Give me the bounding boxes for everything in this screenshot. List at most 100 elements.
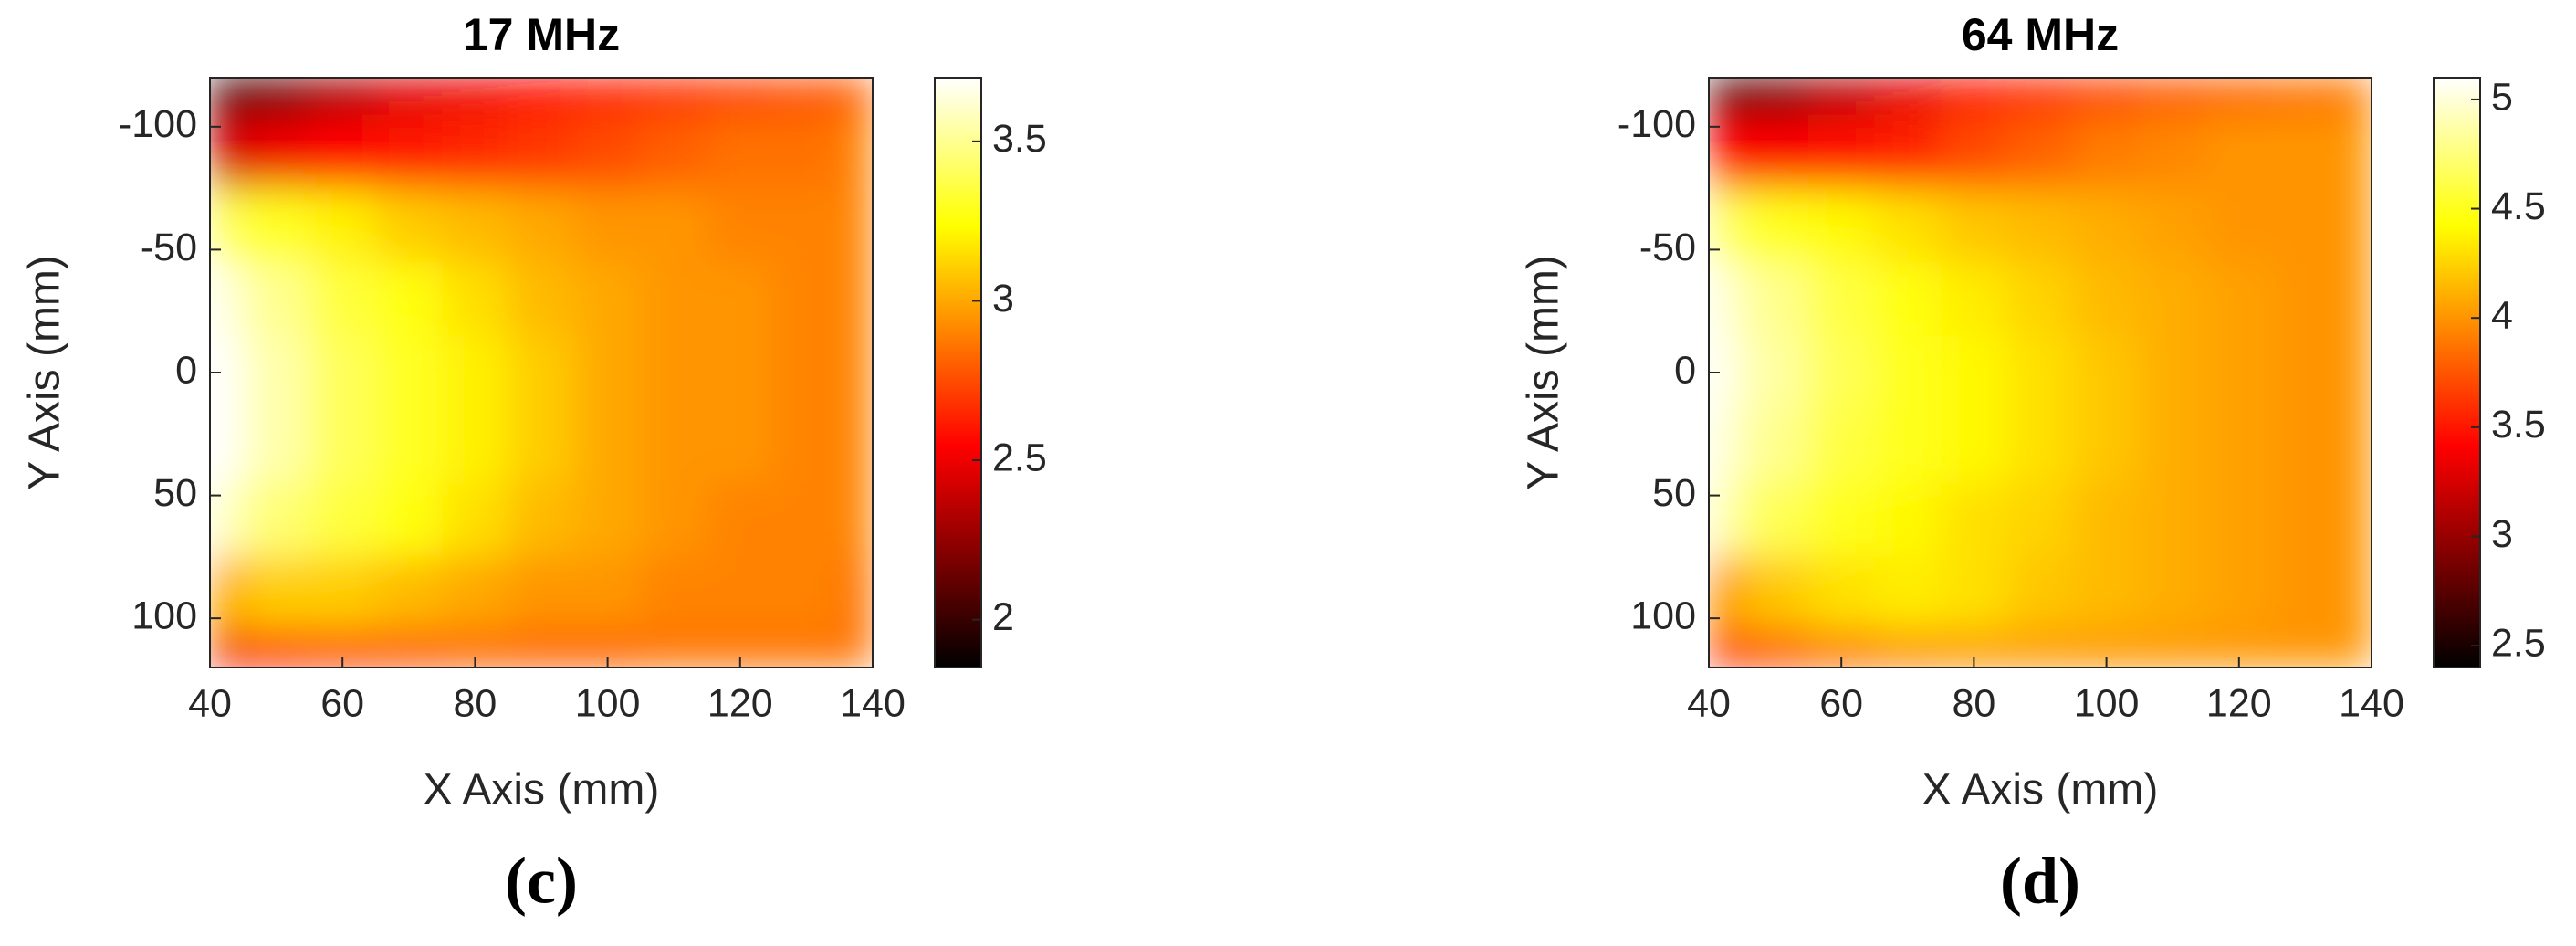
- heatmap-cell: [707, 261, 774, 337]
- y-tick-label: 100: [1630, 594, 1696, 638]
- heatmap-cell: [640, 335, 707, 410]
- heatmap-cell: [2338, 556, 2372, 632]
- heatmap-cell: [243, 114, 310, 189]
- heatmap-cell: [2272, 261, 2340, 337]
- heatmap-cell: [309, 78, 376, 115]
- heatmap-cell: [1742, 114, 1809, 189]
- heatmap-cell: [508, 483, 575, 558]
- heatmap: [1709, 78, 2372, 668]
- heatmap-cell: [1874, 188, 1942, 263]
- heatmap-cell: [2338, 261, 2372, 337]
- x-tick-label: 120: [707, 681, 773, 725]
- heatmap-cell: [1941, 78, 2008, 115]
- heatmap-cell: [574, 556, 642, 632]
- heatmap-cell: [2006, 114, 2074, 189]
- heatmap-cell: [839, 78, 874, 115]
- heatmap-cell: [2139, 261, 2206, 337]
- heatmap-cell: [640, 78, 707, 115]
- heatmap-cell: [839, 188, 874, 263]
- heatmap-cell: [375, 483, 443, 558]
- heatmap-cell: [2272, 409, 2340, 484]
- heatmap-cell: [1742, 630, 1809, 668]
- heatmap-cell: [375, 630, 443, 668]
- heatmap-cell: [2338, 78, 2372, 115]
- heatmap-cell: [2205, 556, 2273, 632]
- heatmap-cell: [210, 409, 244, 484]
- heatmap-cell: [2272, 78, 2340, 115]
- heatmap-cell: [442, 261, 509, 337]
- heatmap-cell: [210, 556, 244, 632]
- x-tick-label: 100: [2074, 681, 2140, 725]
- heatmap-cell: [1742, 78, 1809, 115]
- x-tick-label: 80: [453, 681, 497, 725]
- heatmap-cell: [707, 335, 774, 410]
- colorbar-tick-label: 3.5: [2491, 403, 2546, 447]
- heatmap-cell: [707, 483, 774, 558]
- heatmap-cell: [2139, 78, 2206, 115]
- heatmap-cell: [508, 630, 575, 668]
- heatmap-cell: [640, 630, 707, 668]
- heatmap-cell: [375, 78, 443, 115]
- heatmap-cell: [309, 114, 376, 189]
- heatmap-cell: [2205, 483, 2273, 558]
- heatmap-cell: [442, 483, 509, 558]
- heatmap-cell: [574, 483, 642, 558]
- heatmap-cell: [1807, 114, 1875, 189]
- y-tick-label: 0: [175, 348, 197, 392]
- heatmap-cell: [2006, 261, 2074, 337]
- heatmap-cell: [2139, 483, 2206, 558]
- heatmap-cell: [1807, 556, 1875, 632]
- heatmap-cell: [2338, 114, 2372, 189]
- heatmap-cell: [210, 483, 244, 558]
- heatmap-cell: [1941, 114, 2008, 189]
- heatmap-cell: [1742, 556, 1809, 632]
- heatmap-cell: [2139, 409, 2206, 484]
- x-axis-label: X Axis (mm): [1922, 766, 2159, 815]
- x-tick-label: 40: [188, 681, 232, 725]
- panel-label: (c): [505, 845, 578, 918]
- heatmap-cell: [773, 409, 841, 484]
- y-axis-label: Y Axis (mm): [21, 255, 69, 490]
- heatmap-cell: [243, 630, 310, 668]
- x-tick-label: 60: [1819, 681, 1863, 725]
- heatmap-cell: [375, 261, 443, 337]
- heatmap-cell: [773, 188, 841, 263]
- heatmap-cell: [243, 483, 310, 558]
- y-tick-label: -50: [1639, 226, 1696, 269]
- heatmap-cell: [2073, 483, 2141, 558]
- heatmap-cell: [1941, 409, 2008, 484]
- heatmap-cell: [640, 261, 707, 337]
- heatmap-cell: [1941, 556, 2008, 632]
- heatmap-cell: [1874, 409, 1942, 484]
- heatmap-cell: [2272, 630, 2340, 668]
- x-tick-label: 60: [320, 681, 364, 725]
- heatmap-cell: [243, 556, 310, 632]
- heatmap-cell: [1874, 335, 1942, 410]
- heatmap-cell: [640, 556, 707, 632]
- heatmap-cell: [574, 335, 642, 410]
- heatmap-cell: [1709, 261, 1743, 337]
- heatmap-cell: [773, 630, 841, 668]
- heatmap-cell: [210, 261, 244, 337]
- heatmap-cell: [1874, 261, 1942, 337]
- heatmap-cell: [375, 188, 443, 263]
- heatmap-cell: [574, 114, 642, 189]
- heatmap-cell: [773, 114, 841, 189]
- x-tick-label: 80: [1952, 681, 1995, 725]
- colorbar-tick-label: 5: [2491, 75, 2513, 119]
- heatmap-cell: [508, 78, 575, 115]
- heatmap-cell: [1807, 188, 1875, 263]
- x-axis-label: X Axis (mm): [424, 766, 660, 815]
- heatmap-cell: [210, 188, 244, 263]
- heatmap-cell: [1807, 78, 1875, 115]
- heatmap-cell: [1807, 409, 1875, 484]
- heatmap-cell: [640, 114, 707, 189]
- heatmap-cell: [1874, 630, 1942, 668]
- heatmap-cell: [839, 335, 874, 410]
- y-tick-label: -50: [141, 226, 197, 269]
- heatmap-cell: [1709, 556, 1743, 632]
- heatmap-cell: [309, 261, 376, 337]
- heatmap-cell: [2006, 335, 2074, 410]
- heatmap-cell: [442, 114, 509, 189]
